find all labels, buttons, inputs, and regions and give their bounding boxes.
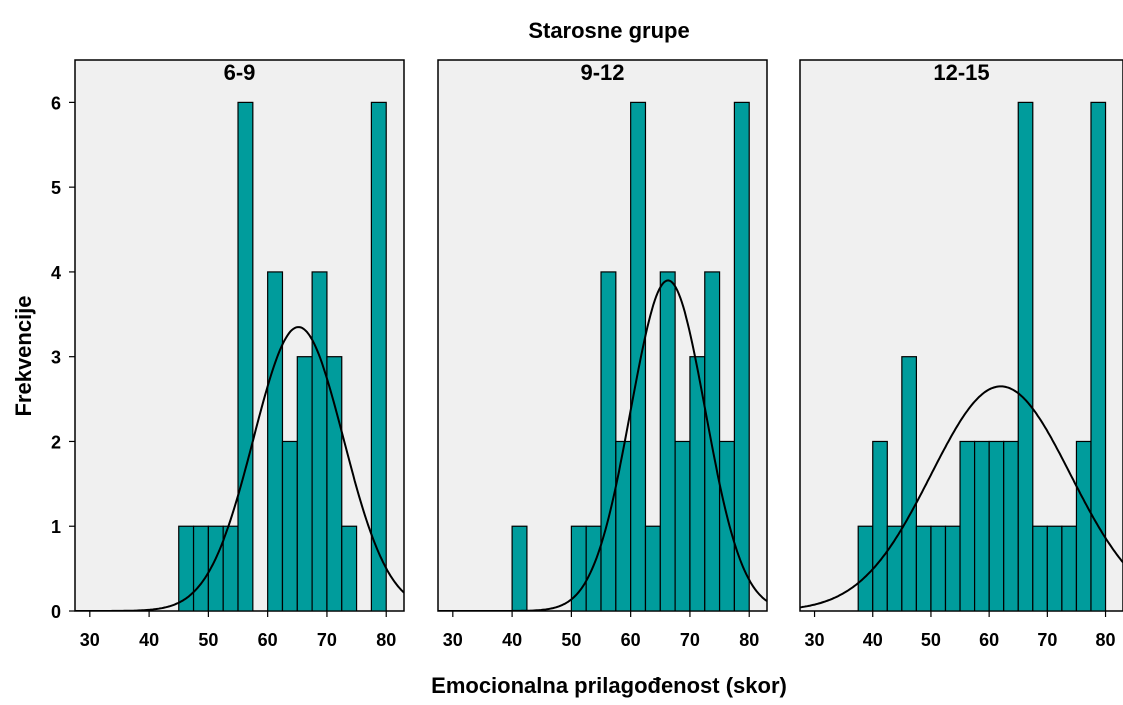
histogram-bar: [988, 440, 1005, 611]
x-tick-label: 80: [376, 630, 396, 650]
histogram-bar: [1075, 440, 1092, 611]
histogram-bar: [1017, 101, 1034, 611]
histogram-bar: [341, 525, 358, 611]
normal-curve: [800, 385, 1123, 609]
x-tick-label: 40: [863, 630, 883, 650]
y-tick-label: 1: [51, 517, 61, 537]
x-tick-label: 60: [979, 630, 999, 650]
histogram-bar: [222, 525, 239, 611]
histogram-bar: [1032, 525, 1048, 611]
histogram-bar: [1061, 525, 1078, 611]
histogram-bar: [857, 525, 874, 611]
histogram-bar: [615, 440, 632, 611]
histogram-bar: [600, 271, 617, 611]
x-tick-label: 30: [443, 630, 463, 650]
x-tick-label: 50: [198, 630, 218, 650]
histogram-bar: [370, 101, 387, 611]
histogram-bar: [267, 271, 284, 611]
histogram-bar: [930, 525, 947, 611]
y-tick-label: 0: [51, 602, 61, 622]
x-tick-label: 30: [80, 630, 100, 650]
histogram-bar: [718, 440, 735, 611]
y-axis-title: Frekvencije: [11, 295, 36, 416]
histogram-bar: [1046, 525, 1063, 611]
panel-2: 9-12 30 40 50 60 70 80: [437, 59, 768, 650]
panel-label: 9-12: [580, 60, 624, 85]
panel-label: 12-15: [933, 60, 989, 85]
histogram-bar: [901, 356, 917, 611]
bars: [178, 101, 387, 611]
histogram-bar: [326, 356, 343, 611]
panel-3: 12-15 30 40 50 60 70 80: [799, 59, 1123, 650]
normal-curve: [75, 326, 404, 611]
histogram-bar: [959, 440, 976, 611]
x-tick-label: 70: [1037, 630, 1057, 650]
histogram-bar: [659, 271, 676, 611]
histogram-bar: [644, 525, 661, 611]
bars: [857, 101, 1107, 611]
x-tick-label: 70: [317, 630, 337, 650]
histogram-bar: [674, 440, 691, 611]
y-tick-label: 3: [51, 348, 61, 368]
panel-label: 6-9: [224, 60, 256, 85]
panels-layer: 6-9 30 40 50 60 70 80 9-12 30 40 50 60 70 80 12-15 30 40…: [74, 59, 1123, 650]
chart-title: Starosne grupe: [528, 18, 689, 43]
histogram-bar: [872, 440, 888, 611]
y-axis: 0 1 2 3 4 5 6: [51, 93, 75, 622]
y-tick-label: 2: [51, 432, 61, 452]
x-tick-label: 80: [1096, 630, 1116, 650]
x-axis-title: Emocionalna prilagođenost (skor): [431, 673, 787, 698]
x-tick-label: 70: [680, 630, 700, 650]
histogram-bar: [192, 525, 209, 611]
x-tick-label: 50: [921, 630, 941, 650]
x-tick-label: 40: [139, 630, 159, 650]
histogram-bar: [915, 525, 932, 611]
histogram-bar: [1090, 101, 1107, 611]
histogram-bar: [973, 440, 990, 611]
histogram-bar: [1003, 440, 1019, 611]
x-tick-label: 60: [621, 630, 641, 650]
x-tick-label: 80: [739, 630, 759, 650]
x-tick-label: 60: [258, 630, 278, 650]
panel-1: 6-9 30 40 50 60 70 80: [74, 59, 405, 650]
histogram-bar: [237, 101, 254, 611]
x-tick-label: 40: [502, 630, 522, 650]
histogram-bar: [944, 525, 961, 611]
histogram-bar: [296, 356, 313, 611]
histogram-bar: [281, 440, 298, 611]
y-tick-label: 6: [51, 93, 61, 113]
histogram-bar: [311, 271, 328, 611]
histogram-bar: [585, 525, 602, 611]
histogram-bar: [511, 525, 528, 611]
x-tick-label: 30: [805, 630, 825, 650]
y-tick-label: 4: [51, 263, 61, 283]
histogram-bar: [630, 101, 647, 611]
normal-curve: [438, 279, 767, 611]
y-tick-label: 5: [51, 178, 61, 198]
histogram-bar: [733, 101, 750, 611]
x-tick-label: 50: [561, 630, 581, 650]
